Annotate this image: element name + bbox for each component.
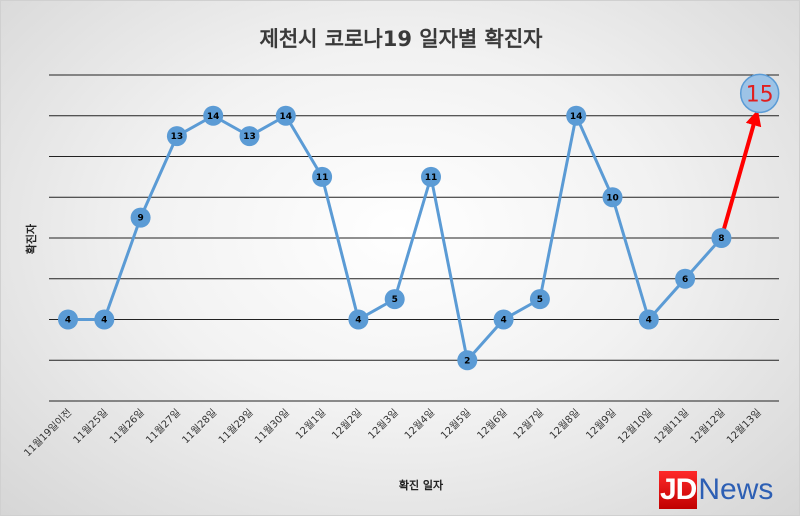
data-label: 13 <box>171 132 184 142</box>
data-marker <box>166 126 187 147</box>
data-point: 4 <box>94 309 115 330</box>
data-marker <box>493 309 514 330</box>
data-label: 4 <box>101 316 107 326</box>
data-point: 15 <box>739 73 780 114</box>
x-tick-label: 11월30일 <box>252 407 291 446</box>
x-tick-label: 12월8일 <box>547 407 582 442</box>
data-point: 14 <box>566 105 587 126</box>
x-tick-label: 11월26일 <box>107 407 146 446</box>
x-tick-label: 11월29일 <box>216 407 255 446</box>
jdnews-logo: JD News <box>659 471 773 509</box>
data-marker <box>203 105 224 126</box>
data-point: 4 <box>638 309 659 330</box>
x-tick-label: 12월6일 <box>475 407 510 442</box>
x-tick-label: 12월4일 <box>402 407 437 442</box>
data-point: 4 <box>493 309 514 330</box>
data-label: 11 <box>425 173 438 183</box>
data-point: 5 <box>529 289 550 310</box>
x-tick-label: 12월1일 <box>293 407 328 442</box>
data-label: 5 <box>537 295 543 305</box>
data-point: 13 <box>239 126 260 147</box>
data-point: 6 <box>675 268 696 289</box>
y-axis-title: 확진자 <box>24 223 38 254</box>
data-marker-highlight <box>739 73 780 114</box>
data-marker <box>384 289 405 310</box>
data-point: 11 <box>421 166 441 187</box>
chart-title: 제천시 코로나19 일자별 확진자 <box>260 27 544 51</box>
data-marker <box>602 187 623 208</box>
data-label: 4 <box>646 316 652 326</box>
x-tick-label: 11월28일 <box>180 407 219 446</box>
data-point: 14 <box>275 105 296 126</box>
data-label: 4 <box>355 316 361 326</box>
data-label: 14 <box>570 112 583 122</box>
data-point: 4 <box>348 309 369 330</box>
data-markers: 4 4 9 13 14 13 14 11 4 5 11 2 4 5 14 10 4 6 8 15 <box>58 73 780 371</box>
data-marker <box>275 105 296 126</box>
data-label: 9 <box>137 214 143 224</box>
x-tick-label: 12월11일 <box>652 407 691 446</box>
data-marker <box>130 207 151 228</box>
data-label: 6 <box>682 275 688 285</box>
data-marker <box>239 126 260 147</box>
data-marker <box>348 309 369 330</box>
x-tick-label: 11월19일이전 <box>22 407 75 460</box>
data-label: 10 <box>606 193 619 203</box>
data-label: 2 <box>464 356 470 366</box>
data-marker <box>58 309 78 330</box>
data-marker <box>711 228 732 248</box>
x-axis-title: 확진 일자 <box>399 478 444 492</box>
data-point: 11 <box>312 166 333 187</box>
data-point: 9 <box>130 207 151 228</box>
x-tick-label: 12월9일 <box>584 407 619 442</box>
data-label: 14 <box>280 112 293 122</box>
data-marker <box>675 268 696 289</box>
x-tick-label: 12월5일 <box>438 407 473 442</box>
data-label: 4 <box>500 316 506 326</box>
data-label: 5 <box>392 295 398 305</box>
data-label: 13 <box>243 132 256 142</box>
x-tick-label: 11월27일 <box>144 407 183 446</box>
data-point: 13 <box>166 126 187 147</box>
data-marker <box>638 309 659 330</box>
x-tick-label: 12월12일 <box>688 407 727 446</box>
x-tick-label: 12월13일 <box>724 407 763 446</box>
logo-jd: JD <box>659 471 697 509</box>
x-tick-label: 12월7일 <box>511 407 546 442</box>
data-label: 11 <box>316 173 329 183</box>
x-tick-label: 12월2일 <box>330 407 365 442</box>
data-label: 4 <box>65 316 71 326</box>
data-marker <box>566 105 587 126</box>
x-tick-label: 12월3일 <box>366 407 401 442</box>
data-point: 2 <box>457 350 478 371</box>
data-marker <box>421 166 441 187</box>
data-marker <box>529 289 550 310</box>
data-point: 10 <box>602 187 623 208</box>
data-marker <box>94 309 115 330</box>
data-point: 4 <box>58 309 78 330</box>
highlight-arrow <box>719 109 762 239</box>
data-point: 5 <box>384 289 405 310</box>
data-label: 14 <box>207 112 220 122</box>
x-tick-labels: 11월19일이전11월25일11월26일11월27일11월28일11월29일11… <box>22 407 764 460</box>
x-tick-label: 12월10일 <box>615 407 654 446</box>
data-label: 8 <box>718 234 724 244</box>
data-marker <box>312 166 333 187</box>
logo-news: News <box>698 473 774 506</box>
x-tick-label: 11월25일 <box>71 407 110 446</box>
data-marker <box>457 350 478 371</box>
data-point: 14 <box>203 105 224 126</box>
data-label: 15 <box>746 82 774 107</box>
data-point: 8 <box>711 228 732 248</box>
